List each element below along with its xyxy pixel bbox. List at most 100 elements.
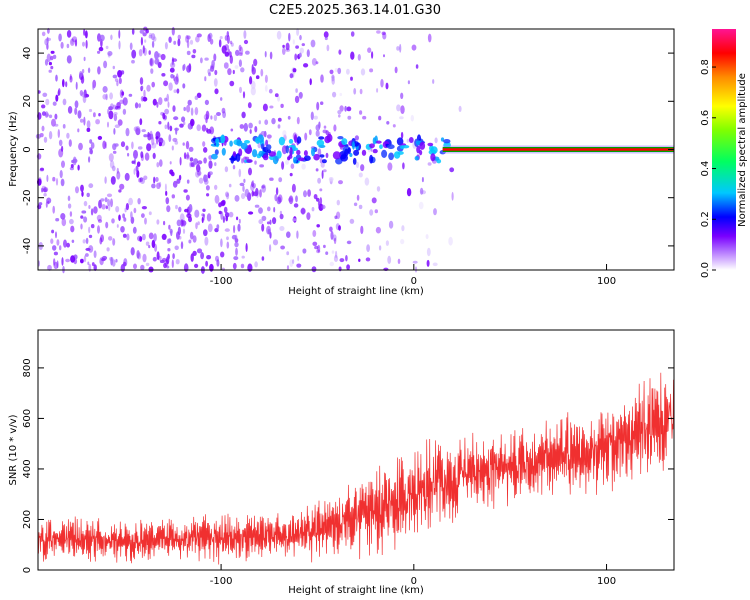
heatmap-cell — [151, 142, 157, 149]
heatmap-cell — [239, 182, 245, 187]
heatmap-cell — [174, 76, 179, 85]
heatmap-cell — [77, 128, 80, 133]
heatmap-cell — [112, 165, 116, 172]
heatmap-cell — [173, 40, 177, 45]
heatmap-cell — [383, 54, 385, 58]
heatmap-cell — [181, 220, 187, 226]
heatmap-cell — [329, 69, 334, 75]
heatmap-cell — [196, 33, 202, 38]
heatmap-cell — [316, 139, 325, 147]
heatmap-cell — [316, 224, 321, 228]
heatmap-cell — [255, 137, 261, 144]
heatmap-cell — [306, 212, 311, 221]
heatmap-cell — [158, 97, 163, 106]
heatmap-cell — [289, 172, 293, 177]
heatmap-cell — [156, 251, 160, 261]
heatmap-cell — [412, 260, 418, 264]
heatmap-cell — [272, 217, 277, 225]
heatmap-cell — [219, 36, 223, 40]
heatmap-cell — [360, 68, 366, 76]
heatmap-cell — [301, 163, 306, 170]
heatmap-cell — [421, 190, 426, 195]
heatmap-cell — [328, 177, 334, 182]
heatmap-cell — [172, 105, 176, 112]
heatmap-cell — [164, 42, 168, 50]
heatmap-cell — [192, 235, 197, 243]
heatmap-cell — [129, 42, 133, 51]
heatmap-cell — [195, 35, 200, 43]
heatmap-cell — [70, 255, 76, 263]
heatmap-cell — [315, 168, 319, 172]
heatmap-cell — [194, 209, 200, 218]
heatmap-cell — [153, 176, 156, 184]
heatmap-cell — [232, 69, 235, 75]
heatmap-cell — [331, 76, 336, 85]
heatmap-cell — [88, 226, 91, 234]
heatmap-cell — [266, 134, 272, 139]
heatmap-cell — [59, 245, 62, 251]
heatmap-cell — [145, 241, 150, 246]
heatmap-cell — [304, 132, 308, 141]
heatmap-cell — [93, 206, 98, 214]
heatmap-cell — [233, 256, 239, 261]
heatmap-cell — [311, 207, 315, 212]
heatmap-cell — [244, 156, 250, 160]
heatmap-cell — [235, 153, 241, 162]
heatmap-cell — [295, 195, 298, 203]
heatmap-cell — [358, 204, 363, 210]
heatmap-cell — [258, 120, 261, 125]
heatmap-cell — [295, 45, 299, 49]
heatmap-cell — [142, 253, 147, 263]
heatmap-cell — [153, 233, 157, 242]
heatmap-cell — [150, 133, 154, 140]
heatmap-cell — [120, 264, 126, 273]
heatmap-cell — [112, 238, 116, 246]
heatmap-cell — [234, 241, 239, 248]
heatmap-cell — [110, 103, 114, 110]
heatmap-cell — [218, 39, 222, 48]
heatmap-cell — [380, 78, 384, 88]
heatmap-cell — [161, 73, 166, 77]
heatmap-cell — [360, 164, 365, 172]
heatmap-cell — [133, 263, 137, 270]
heatmap-cell — [214, 69, 218, 76]
heatmap-cell — [252, 149, 258, 158]
heatmap-cell — [230, 42, 234, 47]
heatmap-cell — [186, 104, 191, 113]
heatmap-cell — [451, 191, 454, 201]
heatmap-cell — [135, 126, 141, 134]
heatmap-cell — [223, 62, 229, 69]
heatmap-cell — [159, 259, 165, 264]
heatmap-cell — [216, 224, 220, 230]
heatmap-cell — [88, 245, 94, 253]
heatmap-cell — [323, 244, 326, 249]
heatmap-cell — [138, 49, 143, 57]
heatmap-cell — [301, 43, 305, 47]
heatmap-cell — [224, 51, 230, 57]
heatmap-cell — [71, 239, 75, 243]
heatmap-cell — [83, 216, 88, 223]
heatmap-cell — [171, 194, 175, 199]
heatmap-cell — [204, 76, 207, 82]
heatmap-cell — [234, 234, 238, 244]
heatmap-cell — [77, 164, 80, 171]
heatmap-cell — [319, 197, 323, 205]
heatmap-cell — [316, 101, 320, 111]
heatmap-cell — [186, 50, 191, 56]
heatmap-cell — [245, 243, 248, 252]
heatmap-cell — [350, 76, 353, 81]
heatmap-cell — [148, 245, 151, 249]
heatmap-cell — [350, 31, 355, 37]
heatmap-cell — [115, 258, 118, 263]
heatmap-cell — [110, 176, 116, 185]
heatmap-cell — [189, 39, 194, 45]
heatmap-cell — [175, 204, 178, 210]
heatmap-cell — [85, 237, 89, 244]
heatmap-cell — [229, 40, 233, 45]
heatmap-cell — [182, 64, 185, 72]
heatmap-cell — [48, 61, 53, 66]
heatmap-cell — [232, 165, 236, 170]
heatmap-cell — [282, 47, 286, 55]
heatmap-cell — [333, 124, 337, 132]
heatmap-cell — [170, 74, 175, 79]
